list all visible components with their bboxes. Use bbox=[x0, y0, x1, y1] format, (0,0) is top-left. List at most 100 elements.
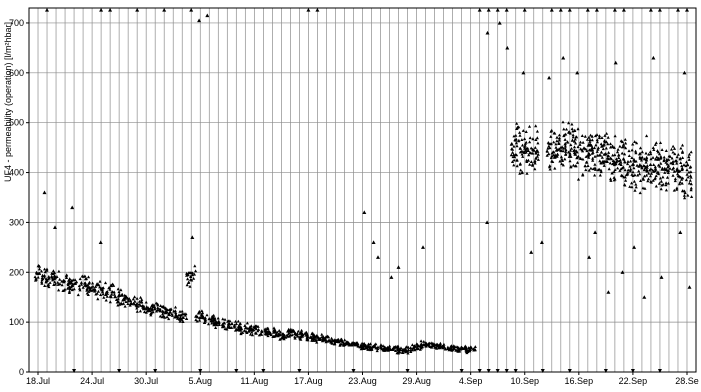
data-point bbox=[531, 163, 535, 167]
data-point bbox=[520, 171, 524, 175]
data-point bbox=[469, 345, 473, 348]
data-point bbox=[680, 143, 685, 147]
data-point bbox=[649, 171, 653, 175]
data-point bbox=[646, 177, 651, 181]
data-point bbox=[632, 166, 636, 170]
data-point bbox=[305, 336, 309, 340]
data-point bbox=[68, 287, 72, 291]
outlier-point bbox=[613, 60, 618, 65]
clipped-below-marker bbox=[234, 369, 239, 373]
data-point bbox=[56, 280, 60, 284]
data-point bbox=[607, 157, 611, 161]
data-point bbox=[578, 156, 582, 160]
data-point bbox=[203, 321, 207, 324]
data-point bbox=[381, 344, 385, 348]
data-point bbox=[213, 321, 217, 325]
data-point bbox=[160, 309, 165, 313]
data-point bbox=[678, 180, 682, 184]
data-point bbox=[254, 327, 258, 331]
clipped-below-marker bbox=[405, 369, 410, 373]
data-point bbox=[330, 341, 334, 345]
data-point bbox=[177, 313, 181, 317]
data-point bbox=[583, 134, 587, 138]
data-point bbox=[350, 343, 354, 347]
data-point bbox=[69, 281, 74, 285]
outlier-point bbox=[606, 290, 611, 294]
data-point bbox=[617, 153, 621, 157]
data-point bbox=[257, 328, 261, 331]
data-point bbox=[591, 156, 595, 160]
data-point bbox=[117, 294, 121, 297]
data-point bbox=[676, 174, 680, 178]
data-point bbox=[93, 289, 97, 293]
data-point bbox=[343, 338, 347, 342]
data-point bbox=[460, 345, 464, 349]
data-point bbox=[457, 349, 462, 353]
y-tick-label: 100 bbox=[9, 317, 24, 327]
data-point bbox=[633, 173, 637, 177]
data-point bbox=[96, 289, 100, 293]
data-point bbox=[535, 136, 539, 140]
data-point bbox=[576, 127, 580, 131]
data-point bbox=[589, 143, 594, 147]
data-point bbox=[221, 323, 225, 326]
data-point bbox=[194, 269, 198, 273]
data-point bbox=[618, 158, 622, 162]
data-point bbox=[186, 277, 190, 281]
data-point bbox=[339, 339, 343, 343]
data-point bbox=[681, 156, 685, 159]
y-tick-label: 300 bbox=[9, 217, 24, 227]
data-point bbox=[671, 173, 675, 177]
data-point bbox=[590, 151, 594, 155]
data-point bbox=[248, 332, 253, 336]
data-point bbox=[575, 135, 579, 139]
data-point bbox=[568, 151, 572, 155]
data-point bbox=[131, 297, 135, 301]
data-point bbox=[66, 283, 70, 287]
data-point bbox=[167, 313, 171, 316]
data-point bbox=[247, 329, 251, 333]
data-point bbox=[159, 304, 163, 307]
data-point bbox=[555, 139, 559, 143]
data-point bbox=[664, 188, 668, 192]
data-point bbox=[518, 133, 522, 137]
data-point bbox=[416, 346, 420, 350]
data-point bbox=[156, 302, 160, 306]
data-point bbox=[57, 269, 61, 273]
data-point bbox=[98, 285, 102, 289]
data-point bbox=[192, 276, 196, 280]
data-point bbox=[112, 292, 116, 296]
data-point bbox=[600, 136, 604, 139]
data-point bbox=[37, 267, 42, 271]
clipped-below-marker bbox=[567, 369, 572, 373]
data-point bbox=[170, 312, 174, 316]
data-point bbox=[605, 160, 609, 163]
data-point bbox=[562, 127, 566, 131]
data-point bbox=[209, 317, 213, 321]
data-point bbox=[616, 166, 620, 170]
data-point bbox=[665, 168, 669, 171]
data-point bbox=[72, 287, 76, 291]
outlier-point bbox=[362, 210, 367, 214]
data-point bbox=[668, 167, 672, 170]
data-point bbox=[612, 178, 616, 182]
data-point bbox=[612, 146, 616, 149]
data-point bbox=[652, 170, 656, 173]
data-point bbox=[391, 347, 395, 351]
data-point bbox=[673, 177, 677, 181]
data-point bbox=[687, 170, 691, 174]
data-point bbox=[144, 310, 148, 314]
y-axis-label: UF4 - permeability (operation) [l/m²hbar… bbox=[3, 22, 13, 182]
data-point bbox=[133, 295, 137, 299]
data-point bbox=[660, 166, 664, 170]
data-point bbox=[562, 133, 566, 137]
data-point bbox=[156, 303, 160, 307]
data-point bbox=[511, 155, 515, 159]
data-point bbox=[533, 146, 537, 149]
data-point bbox=[623, 168, 627, 172]
data-point bbox=[234, 319, 238, 323]
data-point bbox=[642, 174, 647, 178]
data-point bbox=[545, 149, 549, 153]
data-point bbox=[604, 146, 608, 150]
data-point bbox=[119, 288, 123, 292]
